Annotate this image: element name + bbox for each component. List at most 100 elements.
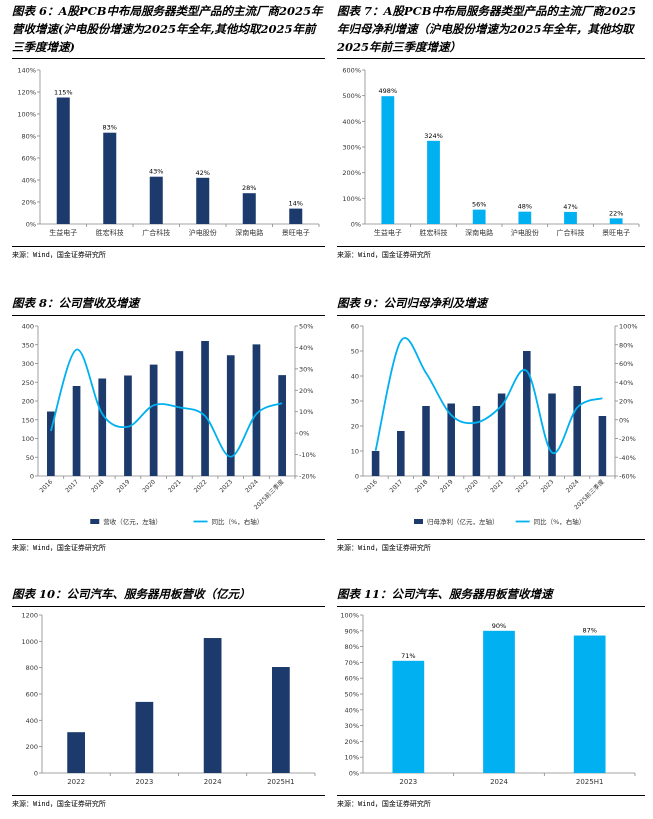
x-tick-label: 2022 bbox=[67, 778, 85, 786]
x-tick-label: 2023 bbox=[135, 778, 153, 786]
y-tick-label: 80% bbox=[22, 133, 36, 141]
bar bbox=[46, 411, 55, 476]
growth-line bbox=[49, 348, 283, 458]
y-tick-label: 200 bbox=[26, 743, 38, 751]
chart-11: 0% 10% 20% 30% 40% 50% 60% 70% 80% 90% 100% 71% 2023… bbox=[340, 612, 636, 786]
left-tick-label: 200 bbox=[22, 398, 34, 406]
right-tick-label: 40% bbox=[299, 344, 313, 352]
bar bbox=[497, 393, 506, 476]
x-tick-label: 2025H1 bbox=[576, 778, 604, 786]
chart-6: 0% 20% 40% 60% 80% 100% 120% 140% 115% 生益电子 83% 胜宏科… bbox=[17, 67, 320, 237]
x-tick-label: 2024 bbox=[565, 478, 581, 494]
chart-9: 0 10 20 30 40 50 60 -60% -40% -20% 0% 20% 40% 60% 80% 1… bbox=[351, 323, 638, 527]
chart-10: 0 200 400 600 800 1000 1200 2022 2023 2024 2025H1 bbox=[21, 612, 316, 786]
bar bbox=[564, 211, 577, 224]
chart-9-bottom-rule bbox=[337, 539, 645, 540]
bar bbox=[175, 351, 184, 476]
bar bbox=[149, 364, 158, 476]
right-tick-label: 100% bbox=[619, 323, 638, 331]
x-tick-label: 生益电子 bbox=[374, 228, 402, 237]
left-tick-label: 150 bbox=[22, 416, 34, 424]
chart-6-bottom-rule bbox=[12, 246, 325, 247]
y-tick-label: 70% bbox=[345, 659, 359, 667]
chart-6-source: 来源：Wind，国金证券研究所 bbox=[12, 251, 106, 259]
bar bbox=[483, 630, 515, 773]
bar bbox=[392, 660, 425, 773]
chart-10-source: 来源：Wind，国金证券研究所 bbox=[12, 800, 106, 808]
y-tick-label: 140% bbox=[17, 67, 36, 75]
y-tick-label: 200% bbox=[342, 169, 361, 177]
y-tick-label: 40% bbox=[22, 177, 36, 185]
left-tick-label: 50 bbox=[351, 348, 359, 356]
bar bbox=[98, 378, 107, 476]
y-tick-label: 80% bbox=[345, 643, 359, 651]
y-tick-label: 0% bbox=[351, 221, 361, 229]
left-tick-label: 40 bbox=[351, 373, 359, 381]
chart-11-title: 图表 11：公司汽车、服务器用板营收增速 bbox=[337, 587, 553, 601]
right-tick-label: 20% bbox=[619, 398, 633, 406]
bar bbox=[149, 176, 163, 224]
y-tick-label: 0 bbox=[34, 770, 38, 778]
bar bbox=[203, 638, 222, 773]
right-tick-label: 10% bbox=[299, 408, 313, 416]
y-tick-label: 0% bbox=[349, 770, 359, 778]
chart-6-top-rule bbox=[12, 58, 325, 59]
x-tick-label: 2020 bbox=[464, 478, 480, 494]
left-tick-label: 100 bbox=[22, 435, 34, 443]
left-tick-label: 350 bbox=[22, 341, 34, 349]
x-tick-label: 2017 bbox=[388, 478, 404, 494]
bar bbox=[422, 406, 430, 476]
bar bbox=[278, 375, 287, 476]
x-tick-label: 2019 bbox=[439, 478, 455, 494]
bar bbox=[72, 386, 81, 476]
x-tick-label: 2022 bbox=[193, 478, 209, 494]
data-label: 43% bbox=[149, 168, 163, 176]
y-tick-label: 100% bbox=[342, 195, 361, 203]
legend-bar-swatch bbox=[414, 519, 423, 524]
bar bbox=[289, 208, 303, 224]
growth-line bbox=[374, 337, 603, 454]
y-tick-label: 1200 bbox=[21, 612, 38, 620]
y-tick-label: 120% bbox=[17, 89, 36, 97]
chart-11-bottom-rule bbox=[337, 795, 645, 796]
data-label: 90% bbox=[492, 622, 506, 630]
y-tick-label: 500% bbox=[342, 92, 361, 100]
x-tick-label: 2023 bbox=[540, 478, 556, 494]
y-tick-label: 20% bbox=[22, 199, 36, 207]
right-tick-label: 20% bbox=[299, 387, 313, 395]
y-tick-label: 20% bbox=[345, 738, 359, 746]
left-tick-label: 10 bbox=[351, 448, 359, 456]
y-tick-label: 400% bbox=[342, 118, 361, 126]
bar bbox=[252, 344, 261, 476]
y-tick-label: 60% bbox=[22, 155, 36, 163]
left-tick-label: 60 bbox=[351, 323, 359, 331]
right-tick-label: -20% bbox=[299, 473, 316, 481]
y-tick-label: 30% bbox=[345, 722, 359, 730]
legend-bar-swatch bbox=[90, 519, 100, 524]
data-label: 71% bbox=[401, 652, 415, 660]
left-tick-label: 400 bbox=[22, 323, 34, 331]
y-tick-label: 100% bbox=[17, 111, 36, 119]
bar bbox=[573, 386, 581, 476]
y-tick-label: 0% bbox=[26, 221, 36, 229]
x-tick-label: 深南电路 bbox=[235, 228, 263, 237]
x-tick-label: 2024 bbox=[490, 778, 508, 786]
x-tick-label: 沪电股份 bbox=[189, 228, 217, 237]
x-tick-label: 2023 bbox=[399, 778, 417, 786]
bar bbox=[135, 701, 154, 773]
x-tick-label: 2016 bbox=[39, 478, 55, 494]
bar bbox=[609, 218, 623, 224]
right-tick-label: 0% bbox=[299, 430, 309, 438]
y-tick-label: 600% bbox=[342, 67, 361, 75]
chart-9-source: 来源：Wind，国金证券研究所 bbox=[337, 544, 431, 552]
bar bbox=[447, 403, 455, 476]
y-tick-label: 1000 bbox=[21, 638, 38, 646]
right-tick-label: -10% bbox=[299, 451, 316, 459]
bar bbox=[371, 451, 380, 476]
x-tick-label: 2021 bbox=[167, 478, 183, 494]
x-tick-label: 广合科技 bbox=[557, 228, 585, 237]
x-tick-label: 景旺电子 bbox=[602, 228, 630, 237]
chart-7: 0% 100% 200% 300% 400% 500% 600% 498% 生益电子 324% 胜宏… bbox=[342, 67, 640, 237]
right-tick-label: -40% bbox=[619, 454, 636, 462]
right-tick-label: -20% bbox=[619, 435, 636, 443]
